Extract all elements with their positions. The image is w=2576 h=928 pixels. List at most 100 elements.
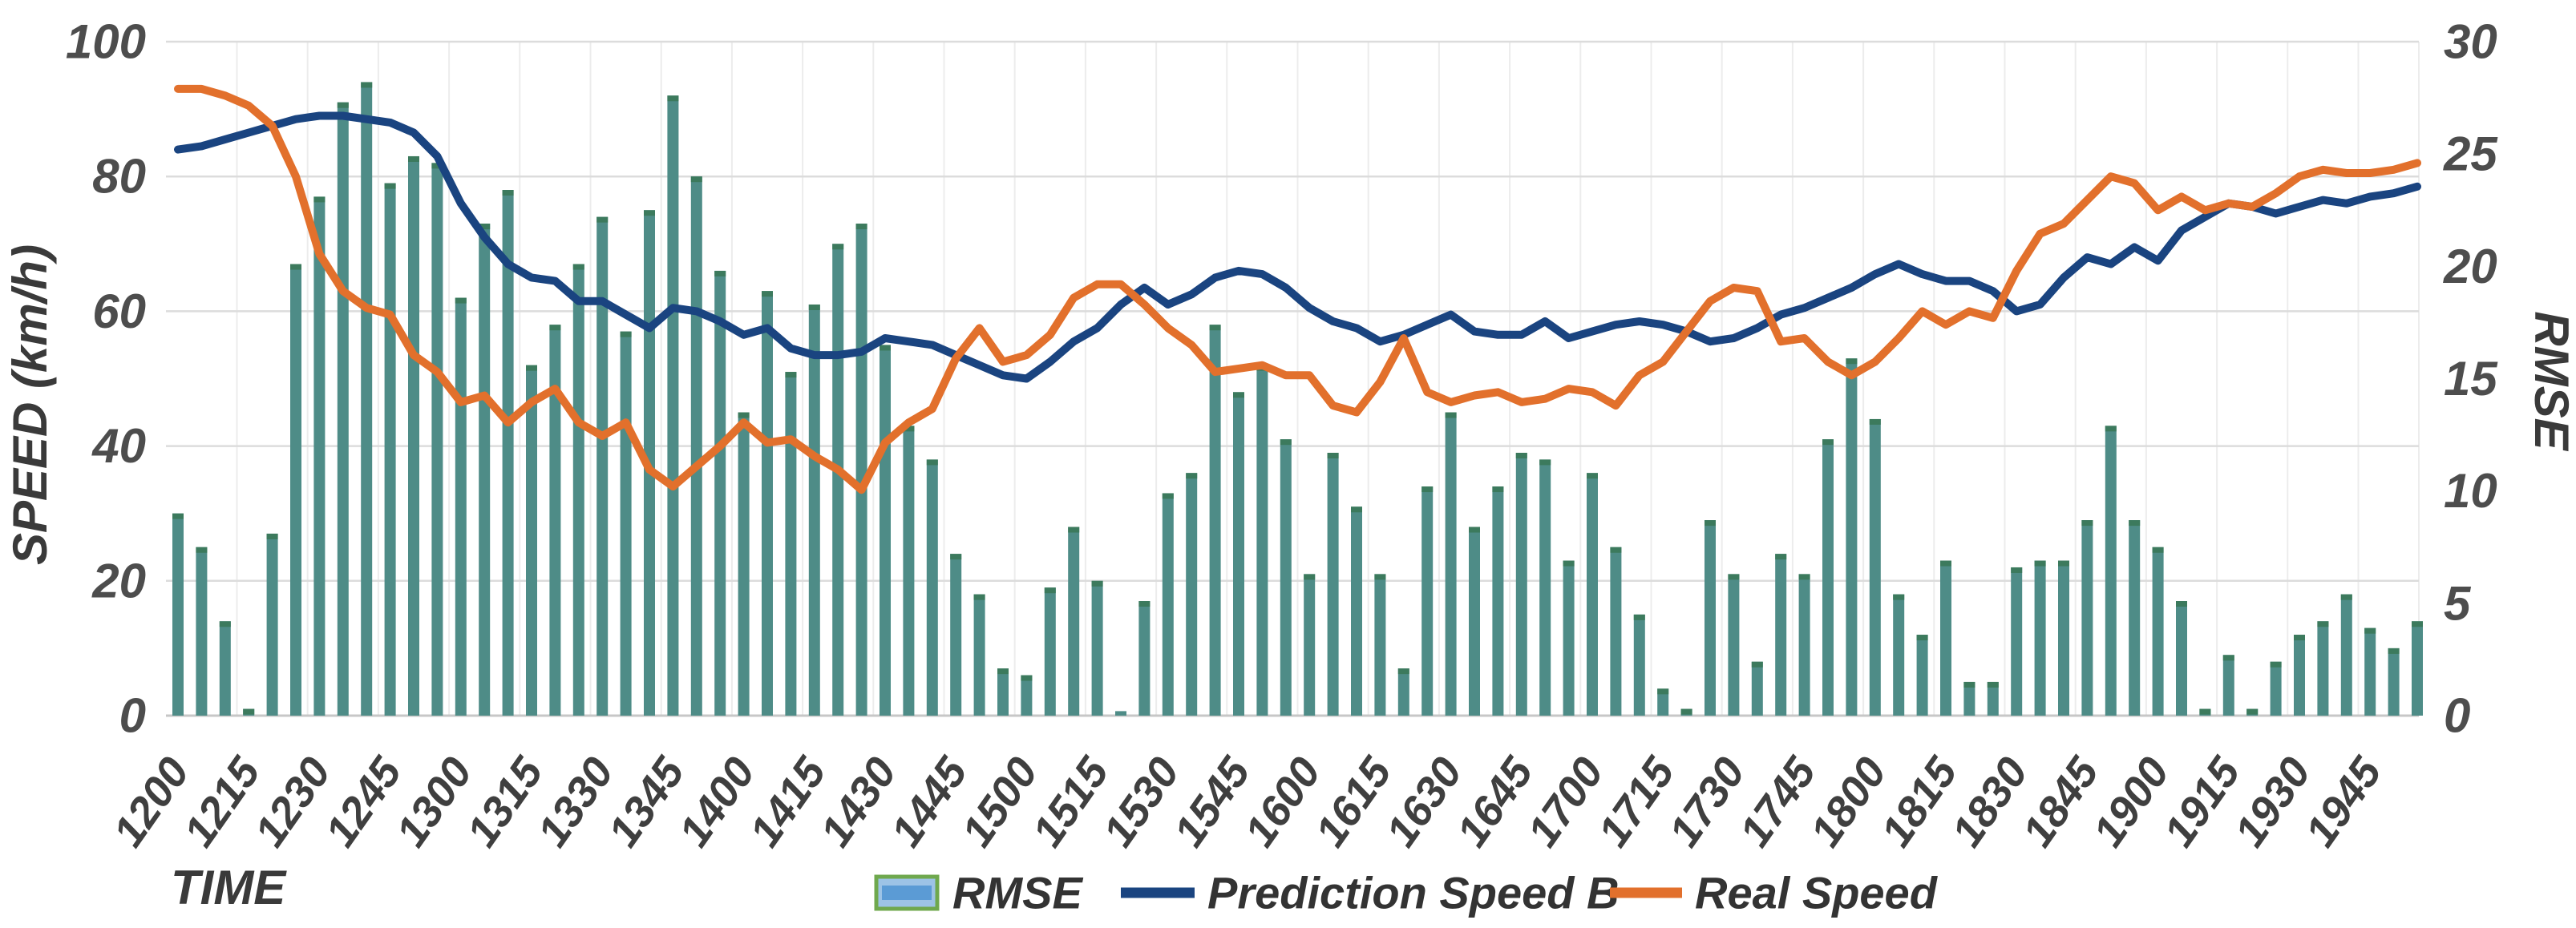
rmse-bar [1115, 711, 1126, 716]
rmse-bar-cap [785, 372, 797, 378]
rmse-bar [2388, 648, 2400, 716]
rmse-bar-cap [1633, 614, 1645, 620]
x-tick-label: 1615 [1306, 748, 1401, 856]
rmse-bar-cap [2246, 708, 2259, 715]
right-axis-ticks: 30 25 20 15 10 5 0 [2443, 15, 2498, 743]
rmse-bar [1916, 635, 1928, 716]
rmse-bar-cap [1445, 412, 1457, 418]
rmse-bar-cap [1563, 560, 1575, 567]
x-tick-label: 1915 [2155, 748, 2250, 856]
rmse-bar-cap [667, 95, 679, 102]
rmse-bar-cap [1044, 587, 1056, 594]
x-tick-label: 1745 [1730, 748, 1826, 856]
rmse-bar [1209, 325, 1221, 716]
rmse-bar-cap [903, 426, 915, 432]
rmse-bar-cap [2034, 560, 2046, 567]
rmse-bar-cap [2340, 594, 2352, 600]
rmse-bar [1021, 675, 1033, 716]
rmse-bar-cap [1587, 473, 1598, 479]
x-tick-label: 1330 [528, 748, 623, 855]
rmse-bar-cap [1657, 688, 1669, 695]
rmse-bar [502, 190, 514, 716]
rmse-bar [714, 270, 726, 716]
rmse-bar-cap [1374, 574, 1386, 580]
rmse-bar [1280, 439, 1292, 716]
left-axis-ticks: 100 80 60 40 20 0 [66, 15, 146, 743]
rmse-bar [1869, 418, 1881, 716]
y-right-tick-label: 10 [2444, 464, 2497, 518]
rmse-bar [903, 426, 915, 716]
rmse-bar-cap [644, 210, 655, 216]
rmse-bar-cap [1138, 601, 1151, 607]
x-tick-label: 1430 [811, 748, 906, 855]
x-axis-ticks: 1200121512301245130013151330134514001415… [104, 748, 2392, 856]
rmse-bar [479, 224, 491, 716]
rmse-bar-cap [1421, 486, 1434, 493]
rmse-bar-cap [1751, 661, 1763, 668]
rmse-bar [2152, 547, 2164, 716]
rmse-bar [313, 196, 326, 716]
rmse-bar [1563, 560, 1575, 716]
x-tick-label: 1530 [1094, 748, 1189, 855]
rmse-bar [1610, 547, 1622, 716]
x-tick-label: 1445 [882, 748, 977, 856]
rmse-bar [1138, 601, 1151, 716]
rmse-bar-cap [2199, 708, 2211, 715]
y-left-tick-label: 100 [66, 15, 146, 69]
rmse-bar-cap [172, 513, 184, 519]
rmse-bar-cap [1515, 453, 1527, 459]
rmse-bar-cap [1798, 574, 1810, 580]
y-left-tick-label: 20 [91, 554, 146, 607]
rmse-bar [2129, 520, 2141, 716]
rmse-bar [1775, 554, 1787, 716]
x-tick-label: 1230 [245, 748, 340, 855]
rmse-bar-cap [1280, 439, 1292, 446]
legend-real-speed-label: Real Speed [1695, 868, 1939, 918]
rmse-bar-cap [2388, 648, 2400, 654]
x-tick-label: 1715 [1589, 748, 1684, 856]
x-tick-label: 1200 [104, 748, 199, 855]
rmse-bar-cap [266, 533, 278, 539]
real-speed-line [174, 84, 2421, 494]
rmse-bar-cap [2317, 621, 2329, 627]
rmse-bar [1421, 486, 1434, 716]
rmse-bar [1068, 527, 1080, 716]
rmse-bar [1940, 560, 1951, 716]
rmse-bar [196, 547, 208, 716]
x-tick-label: 1645 [1448, 748, 1543, 856]
rmse-bar-cap [1893, 594, 1905, 600]
rmse-bar [1233, 392, 1244, 716]
vertical-gridlines [236, 42, 2420, 716]
rmse-bar [1304, 574, 1316, 716]
rmse-bar-cap [1304, 574, 1316, 580]
y-right-axis-title: RMSE [2525, 311, 2576, 451]
rmse-bar [1728, 574, 1740, 716]
rmse-bar-cap [1327, 453, 1339, 459]
rmse-bar [266, 533, 278, 716]
x-tick-label: 1930 [2226, 748, 2320, 855]
x-tick-label: 1400 [669, 748, 764, 855]
x-tick-label: 1730 [1660, 748, 1754, 855]
rmse-bar-cap [2270, 661, 2282, 668]
rmse-bar-cap [2294, 635, 2305, 641]
prediction-speed-line [174, 111, 2421, 383]
rmse-bar-cap [714, 270, 726, 276]
rmse-bar-cap [1680, 708, 1692, 715]
y-right-tick-label: 25 [2443, 127, 2498, 181]
rmse-bar [1162, 493, 1174, 716]
rmse-bar [1539, 459, 1551, 716]
rmse-bar [596, 216, 609, 716]
x-tick-label: 1215 [175, 748, 270, 856]
y-left-axis-title: SPEED (km/h) [3, 244, 57, 565]
rmse-bar-cap [502, 190, 514, 196]
rmse-bar-cap [1728, 574, 1740, 580]
rmse-bar-cap [526, 365, 537, 371]
x-tick-label: 1900 [2084, 748, 2178, 855]
rmse-bar [2222, 655, 2234, 716]
rmse-bar-series [172, 82, 2423, 716]
rmse-bar-cap [1940, 560, 1951, 567]
rmse-bar [808, 304, 820, 716]
rmse-bar-cap [950, 554, 962, 560]
rmse-bar [384, 183, 396, 716]
legend-rmse-swatch-inner [882, 886, 932, 900]
